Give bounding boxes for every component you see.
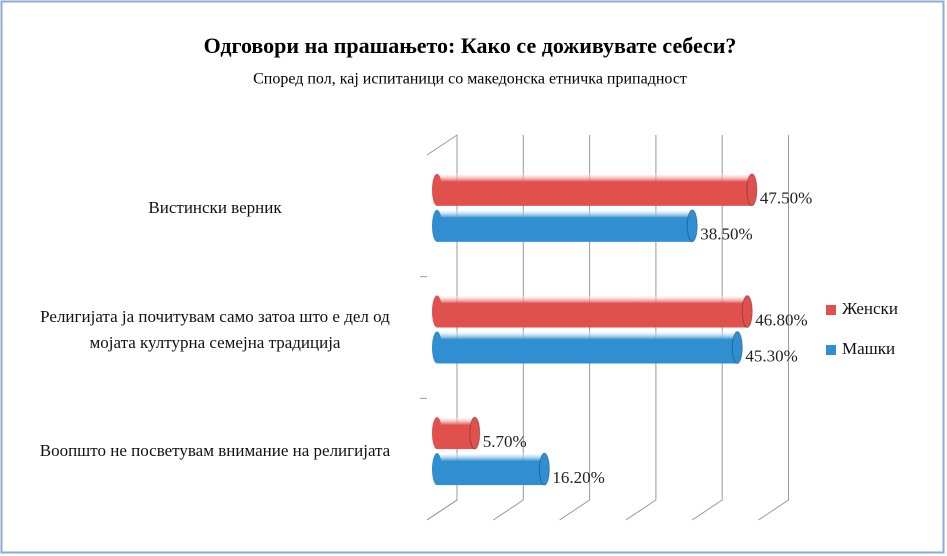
bar-base xyxy=(432,453,442,486)
bar-cap xyxy=(686,209,698,243)
bar-group xyxy=(432,209,698,243)
value-label: 47.50% xyxy=(760,189,812,208)
bar-cap xyxy=(538,452,550,486)
category-label: Воопшто не посветувам внимание на религи… xyxy=(39,441,391,461)
legend-swatch xyxy=(826,305,836,315)
grid-line xyxy=(625,135,657,521)
bar xyxy=(437,331,738,364)
bar-cap xyxy=(746,173,758,207)
grid-line xyxy=(758,135,789,521)
bar-base xyxy=(432,173,442,206)
bar xyxy=(437,173,752,206)
bar-base xyxy=(432,295,442,328)
legend-label: Машки xyxy=(842,339,895,358)
bar-group xyxy=(432,173,758,207)
chart-subtitle: Според пол, кај испитаници со македонска… xyxy=(253,71,687,88)
legend-swatch xyxy=(826,345,836,355)
bar-base xyxy=(432,417,442,450)
grid-line xyxy=(691,135,723,521)
bar-base xyxy=(432,209,442,242)
bar-group xyxy=(432,295,753,328)
category-label: Вистински верник xyxy=(148,197,282,217)
value-label: 16.20% xyxy=(552,468,604,487)
grid-line xyxy=(493,135,524,521)
legend-label: Женски xyxy=(842,299,898,318)
grid-line xyxy=(559,135,591,521)
bar-group xyxy=(432,416,481,450)
grid-line xyxy=(426,135,458,521)
value-label: 38.50% xyxy=(700,225,752,244)
category-label: Религијата ја почитувам само затоа што е… xyxy=(40,306,390,352)
bar xyxy=(437,453,545,486)
bar-cap xyxy=(731,331,743,364)
bar xyxy=(437,209,693,242)
bar-group xyxy=(432,331,743,364)
value-label: 45.30% xyxy=(745,346,797,365)
bar-cap xyxy=(469,416,481,450)
bar xyxy=(437,417,475,450)
value-label: 5.70% xyxy=(483,432,527,451)
value-label: 46.80% xyxy=(755,310,807,329)
chart-title: Одговори на прашањето: Како се доживуват… xyxy=(204,33,737,58)
bar-cap xyxy=(741,295,753,328)
bar-base xyxy=(432,331,442,364)
bar-group xyxy=(432,452,550,486)
bar xyxy=(437,295,748,328)
